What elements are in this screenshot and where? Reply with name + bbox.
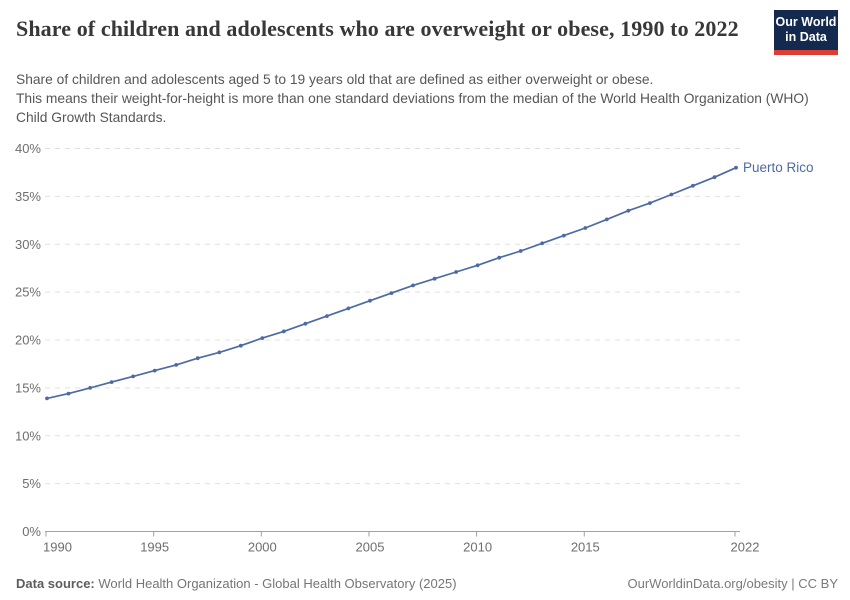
y-tick-label: 15% <box>15 380 41 395</box>
y-tick-label: 0% <box>22 524 41 539</box>
x-tick-label: 2015 <box>571 540 600 555</box>
data-point[interactable] <box>260 336 265 340</box>
data-source-label: Data source: <box>16 576 95 591</box>
y-tick-label: 40% <box>15 141 41 156</box>
credit-link[interactable]: OurWorldinData.org/obesity | CC BY <box>627 576 839 591</box>
owid-logo-line1: Our World <box>775 15 837 29</box>
data-point[interactable] <box>152 368 157 373</box>
y-tick-label: 20% <box>15 333 41 348</box>
data-point[interactable] <box>217 350 222 355</box>
y-tick-label: 10% <box>15 428 41 443</box>
owid-logo-line2: in Data <box>785 30 827 44</box>
x-tick-label: 2022 <box>731 540 760 555</box>
subtitle-paragraph-2: This means their weight-for-height is mo… <box>16 91 809 125</box>
y-tick-label: 30% <box>15 237 41 252</box>
data-point[interactable] <box>691 183 695 188</box>
data-point[interactable] <box>66 391 71 396</box>
chart-title: Share of children and adolescents who ar… <box>16 16 739 41</box>
data-point[interactable] <box>734 165 738 170</box>
data-source: Data source: World Health Organization -… <box>16 576 457 591</box>
chart-footer: Data source: World Health Organization -… <box>16 576 838 591</box>
data-point[interactable] <box>583 226 588 230</box>
y-tick-label: 5% <box>22 476 41 491</box>
data-point[interactable] <box>325 314 329 318</box>
x-tick-label: 2005 <box>356 540 385 555</box>
data-point[interactable] <box>540 241 545 246</box>
data-point[interactable] <box>712 175 717 180</box>
data-point[interactable] <box>648 201 652 206</box>
chart-subtitle: Share of children and adolescents aged 5… <box>16 70 816 127</box>
data-point[interactable] <box>88 386 92 390</box>
data-point[interactable] <box>475 263 480 268</box>
data-point[interactable] <box>281 329 286 334</box>
data-point[interactable] <box>518 249 523 253</box>
data-point[interactable] <box>454 270 458 274</box>
x-tick-label: 1990 <box>43 540 72 555</box>
data-point[interactable] <box>669 192 674 197</box>
data-point[interactable] <box>626 208 631 213</box>
data-source-text: World Health Organization - Global Healt… <box>98 576 457 591</box>
data-point[interactable] <box>432 276 437 281</box>
data-point[interactable] <box>45 396 49 401</box>
data-point[interactable] <box>497 255 502 260</box>
data-point[interactable] <box>389 291 394 295</box>
x-tick-label: 2010 <box>463 540 492 555</box>
data-point[interactable] <box>195 356 200 361</box>
owid-logo[interactable]: Our World in Data <box>774 10 838 55</box>
data-point[interactable] <box>303 321 308 326</box>
subtitle-paragraph-1: Share of children and adolescents aged 5… <box>16 72 654 87</box>
x-tick-label: 2000 <box>248 540 277 555</box>
data-point[interactable] <box>604 217 609 222</box>
data-point[interactable] <box>174 363 179 367</box>
y-tick-label: 25% <box>15 285 41 300</box>
data-line[interactable] <box>46 166 737 400</box>
y-tick-label: 35% <box>15 189 41 204</box>
data-point[interactable] <box>561 233 566 238</box>
data-point[interactable] <box>411 283 415 288</box>
data-point[interactable] <box>109 380 114 384</box>
data-point[interactable] <box>238 343 243 348</box>
data-point[interactable] <box>131 374 136 379</box>
data-point[interactable] <box>346 306 351 311</box>
data-point[interactable] <box>368 298 372 303</box>
x-tick-label: 1995 <box>140 540 169 555</box>
series-label[interactable]: Puerto Rico <box>743 160 814 175</box>
